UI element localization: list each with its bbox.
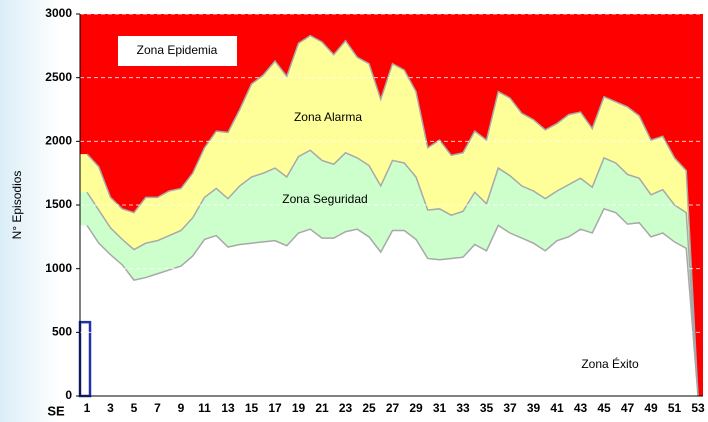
x-tick-label: 23 — [339, 401, 353, 415]
zone-label: Zona Éxito — [581, 356, 639, 371]
x-tick-label: 9 — [178, 401, 185, 415]
x-tick-label: 5 — [131, 401, 138, 415]
zone-label: Zona Alarma — [294, 110, 362, 124]
y-tick-label: 2500 — [45, 70, 72, 84]
annotation-box — [118, 36, 237, 66]
x-tick-label: 11 — [198, 401, 211, 415]
y-axis-label: N° Episodios — [10, 171, 24, 240]
x-tick-label: 31 — [433, 401, 447, 415]
x-tick-label: 7 — [154, 401, 161, 415]
x-tick-label: 37 — [503, 401, 517, 415]
x-tick-label: 41 — [550, 401, 564, 415]
x-tick-label: 45 — [597, 401, 611, 415]
x-tick-label: 3 — [107, 401, 114, 415]
area-edge — [86, 34, 699, 397]
x-tick-label: 19 — [292, 401, 306, 415]
x-axis-label: SE — [47, 403, 65, 418]
y-tick-label: 3000 — [45, 6, 72, 20]
x-tick-label: 43 — [574, 401, 588, 415]
x-tick-label: 13 — [221, 401, 235, 415]
y-tick-label: 2000 — [45, 134, 72, 148]
x-tick-label: 27 — [386, 401, 400, 415]
x-tick-label: 29 — [409, 401, 423, 415]
x-tick-label: 51 — [668, 401, 682, 415]
x-tick-label: 39 — [527, 401, 541, 415]
x-tick-label: 35 — [480, 401, 494, 415]
y-tick-label: 1000 — [45, 261, 72, 275]
y-tick-label: 500 — [52, 325, 72, 339]
x-tick-label: 47 — [621, 401, 635, 415]
area — [80, 208, 698, 396]
x-tick-label: 49 — [644, 401, 658, 415]
y-tick-label: 0 — [65, 388, 72, 402]
x-tick-label: 33 — [456, 401, 470, 415]
x-tick-label: 25 — [362, 401, 376, 415]
area-edge — [86, 149, 699, 397]
x-tick-label: 15 — [245, 401, 259, 415]
zone-label: Zona Seguridad — [282, 192, 367, 206]
x-tick-label: 17 — [268, 401, 282, 415]
x-tick-label: 1 — [84, 401, 91, 415]
y-tick-label: 1500 — [45, 197, 72, 211]
x-tick-label: 21 — [315, 401, 329, 415]
x-tick-label: 53 — [691, 401, 705, 415]
area-edge — [86, 207, 699, 397]
annotation: Zona Epidemia — [137, 43, 218, 57]
